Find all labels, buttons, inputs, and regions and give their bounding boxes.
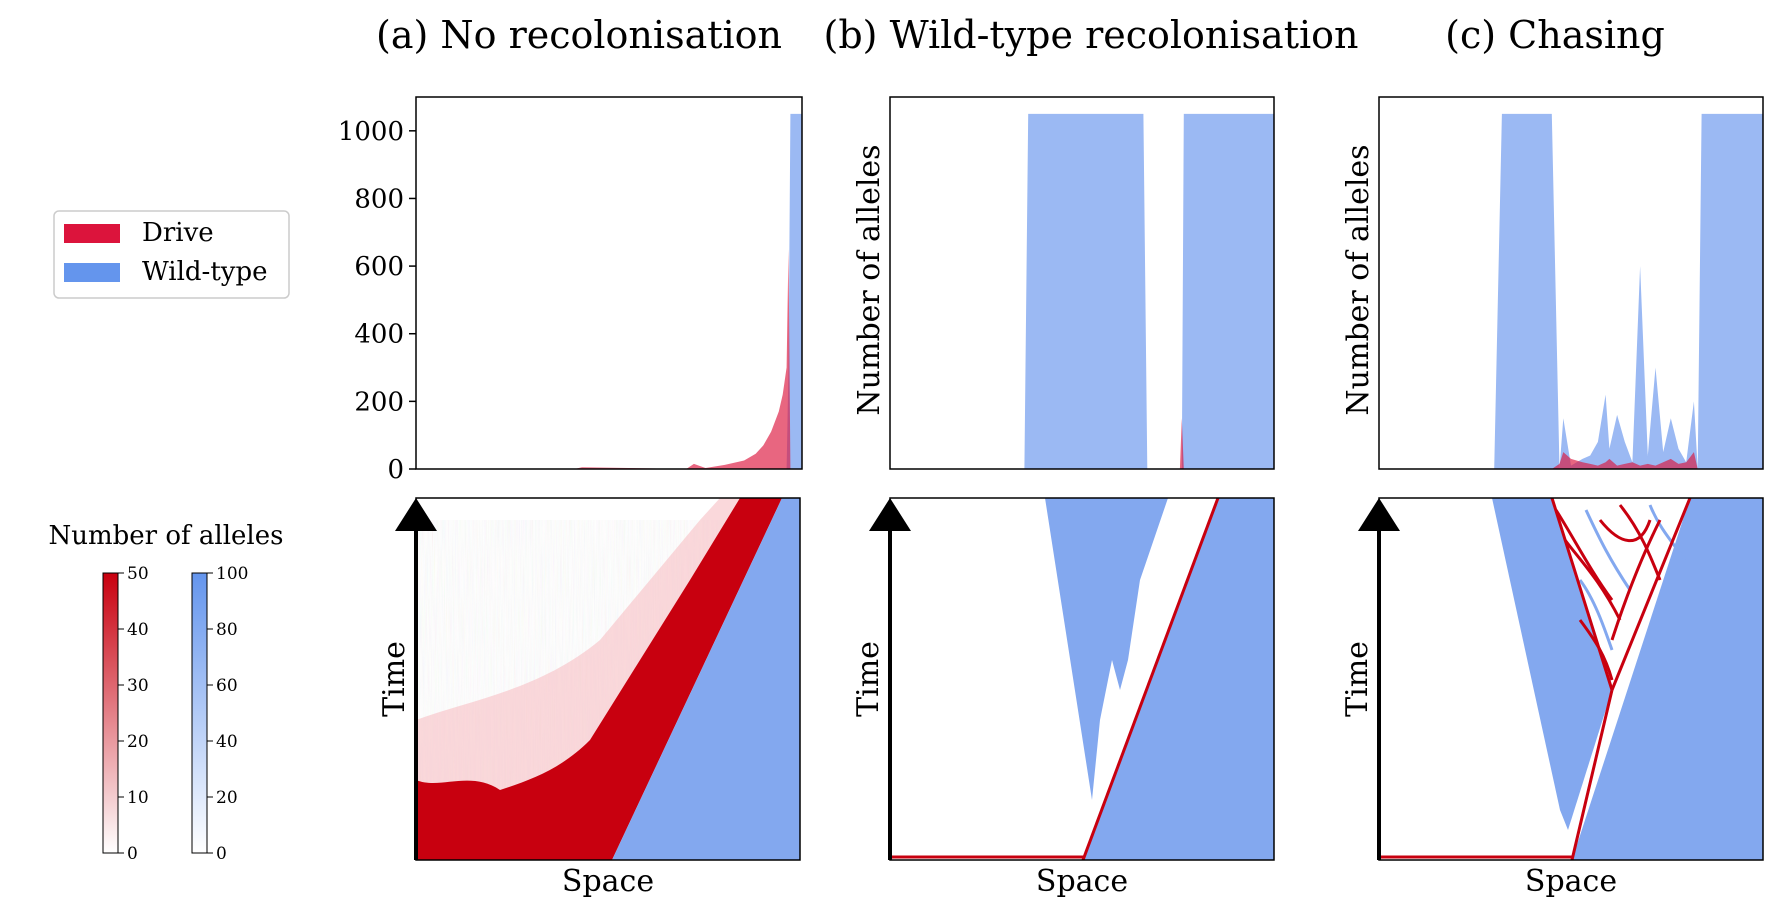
- colorbar-tick-label: 0: [127, 844, 138, 864]
- space-label-c: Space: [1525, 864, 1617, 899]
- area-series-wild-type: [890, 113, 1274, 470]
- kymo-c-drive-front-left: [1550, 498, 1614, 691]
- kymo-b-wildtype-wedge: [1045, 498, 1168, 800]
- area-plot-frame: [889, 96, 1275, 470]
- kymo-c-chasing-pattern: [1552, 498, 1690, 690]
- legend-label-drive: Drive: [142, 218, 214, 248]
- time-label-c: Time: [1340, 641, 1375, 717]
- legend-swatch-wildtype: [64, 263, 120, 282]
- ylabel-c: Number of alleles: [1341, 144, 1376, 415]
- kymo-a-drive-region: [416, 498, 782, 860]
- colorbar-tick-label: 60: [216, 676, 238, 696]
- kymo-b-wildtype-region: [1083, 498, 1274, 860]
- colorbar-tick-label: 80: [216, 620, 238, 640]
- area-series-wild-type: [416, 113, 802, 470]
- panel-title-c: (c) Chasing: [1445, 13, 1665, 57]
- y-tick-label: 600: [354, 252, 404, 282]
- legend: Drive Wild-type: [53, 210, 290, 299]
- area-plot-frame: [415, 96, 803, 470]
- y-tick-label: 400: [354, 320, 404, 350]
- colorbar-tick-label: 20: [216, 788, 238, 808]
- kymo-c-wildtype-region: [1572, 498, 1763, 860]
- area-plot-a: 0 200 400 600 800 1000: [338, 96, 803, 485]
- colorbar-tick-label: 100: [216, 564, 248, 584]
- area-series-drive: [1379, 452, 1763, 469]
- colorbar-tick-label: 40: [216, 732, 238, 752]
- y-tick-label: 200: [354, 387, 404, 417]
- kymo-b-drive-front: [1081, 498, 1220, 860]
- space-label-a: Space: [562, 864, 654, 899]
- colorbar-tick-label: 40: [127, 620, 149, 640]
- area-plot-frame: [1378, 96, 1764, 470]
- ylabel-b: Number of alleles: [852, 144, 887, 415]
- area-series-drive: [416, 249, 802, 469]
- time-arrow-c: [1358, 498, 1400, 860]
- kymo-c-drive-front-right: [1610, 498, 1692, 691]
- colorbar-tick-label: 30: [127, 676, 149, 696]
- kymograph-b: [889, 497, 1275, 861]
- kymograph-c: [1378, 497, 1764, 861]
- colorbar-tick-label: 20: [127, 732, 149, 752]
- colorbar-title: Number of alleles: [49, 521, 284, 551]
- panel-title-a: (a) No recolonisation: [376, 13, 782, 57]
- colorbar-drive: [102, 572, 119, 854]
- time-label-b: Time: [851, 641, 886, 717]
- time-arrow-b: [869, 498, 911, 860]
- time-arrow-a: [395, 498, 437, 860]
- colorbar-wildtype: [191, 572, 208, 854]
- kymograph-a: [415, 497, 801, 861]
- legend-label-wildtype: Wild-type: [142, 257, 268, 287]
- colorbars: Number of alleles 0 10 20 30 40 50 0 20 40 60 80 10…: [49, 521, 284, 864]
- area-series-wild-type: [1379, 113, 1763, 470]
- kymo-c-chasing-waves: [1554, 504, 1687, 681]
- space-label-b: Space: [1036, 864, 1128, 899]
- legend-swatch-drive: [64, 224, 120, 243]
- area-plot-b: [889, 96, 1275, 470]
- panel-title-b: (b) Wild-type recolonisation: [824, 13, 1359, 57]
- kymo-c-wildtype-wedge: [1492, 498, 1612, 830]
- time-label-a: Time: [377, 641, 412, 717]
- kymo-a-wildtype-region: [612, 498, 800, 860]
- y-tick-label: 1000: [338, 117, 404, 147]
- colorbar-tick-label: 0: [216, 844, 227, 864]
- y-tick-label: 0: [387, 455, 404, 485]
- colorbar-tick-label: 50: [127, 564, 149, 584]
- kymo-c-drive-front: [1570, 689, 1614, 860]
- y-tick-label: 800: [354, 184, 404, 214]
- area-plot-c: [1378, 96, 1764, 470]
- colorbar-tick-label: 10: [127, 788, 149, 808]
